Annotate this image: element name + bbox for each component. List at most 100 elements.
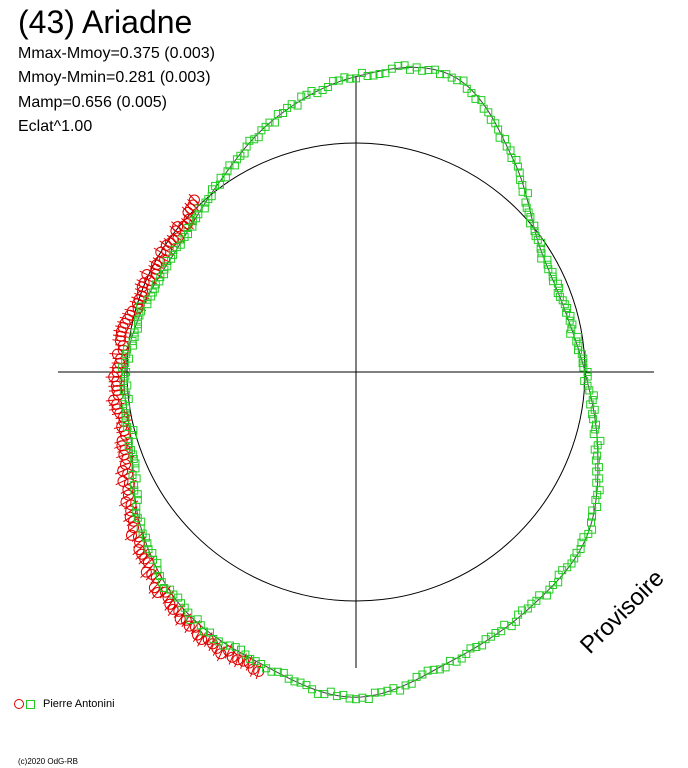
green-data-point xyxy=(122,390,131,399)
green-data-point xyxy=(176,240,185,249)
red-data-point xyxy=(226,649,238,665)
green-data-point xyxy=(591,425,600,434)
green-data-point xyxy=(537,254,546,263)
green-data-point xyxy=(352,695,360,704)
green-data-point xyxy=(588,410,597,419)
green-data-point xyxy=(225,161,234,170)
green-data-point xyxy=(486,632,495,641)
green-data-point xyxy=(375,70,384,78)
red-data-point xyxy=(247,661,259,677)
green-data-point xyxy=(134,320,142,329)
green-data-point xyxy=(270,118,279,127)
green-data-point xyxy=(363,72,372,80)
green-data-point xyxy=(144,545,153,554)
green-data-point xyxy=(435,665,444,674)
green-data-point xyxy=(588,512,596,521)
green-data-point xyxy=(236,151,245,160)
green-data-point xyxy=(495,133,504,142)
green-data-point xyxy=(313,689,322,698)
green-data-point xyxy=(526,219,535,228)
green-data-point xyxy=(494,125,503,134)
green-data-point xyxy=(518,187,527,196)
mean-curve xyxy=(123,66,599,698)
green-data-point xyxy=(549,277,558,286)
stat-amplitude: Mamp=0.656 (0.005) xyxy=(18,94,167,111)
green-data-point xyxy=(589,430,598,438)
green-data-point xyxy=(302,681,311,690)
green-data-point xyxy=(383,686,392,695)
copyright: (c)2020 OdG-RB xyxy=(18,757,79,766)
green-data-point xyxy=(566,312,575,320)
green-data-point xyxy=(245,136,254,145)
green-data-point xyxy=(133,513,142,522)
red-data-point xyxy=(174,612,186,626)
green-data-point xyxy=(524,208,533,217)
green-data-point xyxy=(150,284,159,293)
green-data-point xyxy=(424,66,433,74)
green-data-point xyxy=(511,617,520,626)
green-data-point xyxy=(188,222,197,231)
green-data-point xyxy=(370,688,379,697)
green-data-point xyxy=(436,70,444,79)
green-data-point xyxy=(542,591,551,600)
green-data-point xyxy=(157,578,166,587)
green-data-point xyxy=(590,405,599,414)
green-data-point xyxy=(241,650,250,659)
red-data-point xyxy=(164,597,176,611)
green-data-point xyxy=(346,74,355,83)
green-data-point xyxy=(447,73,456,82)
green-data-point xyxy=(554,578,563,587)
green-data-point xyxy=(194,210,203,219)
green-data-point xyxy=(124,394,133,403)
green-data-point xyxy=(128,337,137,346)
green-data-point xyxy=(573,332,582,341)
green-data-point xyxy=(583,368,592,376)
green-data-point xyxy=(251,657,260,666)
green-data-point xyxy=(491,119,500,128)
green-data-point xyxy=(471,94,480,103)
chart-title: (43) Ariadne xyxy=(18,4,193,40)
green-data-point xyxy=(462,84,471,93)
green-data-point xyxy=(583,381,592,390)
green-data-point xyxy=(530,227,539,236)
green-data-point xyxy=(596,436,605,445)
green-data-point xyxy=(135,311,144,320)
green-data-point xyxy=(578,359,587,368)
green-data-point xyxy=(553,279,562,288)
green-data-point xyxy=(340,73,349,82)
green-data-point xyxy=(131,464,140,473)
green-data-point xyxy=(297,92,306,101)
green-data-point xyxy=(231,643,240,652)
stat-mean-minus-min: Mmoy-Mmin=0.281 (0.003) xyxy=(18,69,211,86)
green-data-point xyxy=(265,118,274,127)
green-data-point xyxy=(567,325,576,334)
green-data-point xyxy=(577,350,586,359)
green-data-point xyxy=(160,584,169,592)
green-data-point xyxy=(320,690,329,699)
green-data-point xyxy=(143,539,152,548)
legend: Pierre Antonini xyxy=(14,698,115,710)
green-data-point xyxy=(162,257,171,265)
green-data-point xyxy=(200,204,209,213)
green-data-point xyxy=(574,341,583,350)
green-data-point xyxy=(566,329,575,338)
green-data-point xyxy=(221,173,230,182)
green-data-point xyxy=(570,554,579,563)
green-data-point xyxy=(124,441,133,450)
green-data-point xyxy=(121,413,130,422)
green-data-point xyxy=(287,100,296,109)
green-data-point xyxy=(548,267,557,276)
green-data-point xyxy=(279,668,288,677)
red-data-point xyxy=(183,619,195,634)
green-data-point xyxy=(418,670,427,679)
green-data-point xyxy=(279,109,287,117)
green-data-point xyxy=(593,451,602,460)
green-data-point xyxy=(134,315,142,324)
red-data-point xyxy=(238,653,249,669)
green-data-point xyxy=(590,445,599,454)
green-data-point xyxy=(137,307,146,316)
green-data-point xyxy=(129,455,138,463)
green-data-point xyxy=(290,677,299,686)
green-data-point xyxy=(246,654,255,663)
green-data-point xyxy=(364,695,373,703)
